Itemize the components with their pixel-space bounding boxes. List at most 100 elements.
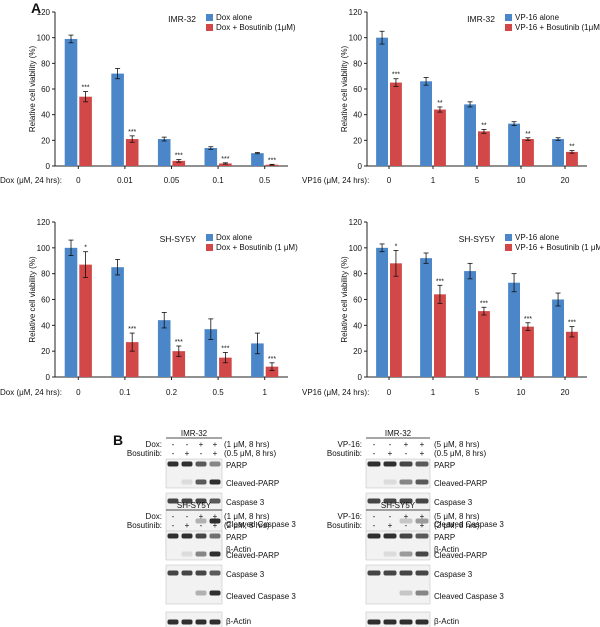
panel-label-a: A (31, 0, 41, 16)
bar (508, 123, 520, 166)
blot-band (415, 461, 429, 467)
blot-band (399, 518, 413, 524)
y-tick-label: 120 (349, 8, 363, 17)
bar (552, 139, 564, 166)
x-tick-label: 20 (561, 388, 570, 397)
band-label: β-Actin (226, 617, 251, 626)
bar-chart-1: 0 20 40 60 80 100 120 Relative cell viability (… (0, 8, 296, 185)
blot-band (209, 498, 221, 504)
bosutinib-label: Bosutinib: (127, 521, 162, 530)
y-tick-label: 120 (37, 218, 51, 227)
drug-mark: - (186, 512, 189, 521)
blot-band (195, 551, 207, 557)
legend-label: Dox alone (216, 233, 253, 242)
significance-label: *** (480, 300, 488, 307)
blot-band (399, 498, 413, 504)
significance-label: *** (128, 129, 136, 136)
y-tick-label: 20 (353, 136, 362, 145)
bar (478, 131, 490, 166)
legend-swatch (206, 14, 213, 21)
blot-band (209, 479, 221, 485)
drug-mark: + (404, 440, 409, 449)
blot-band (367, 461, 381, 467)
bar (251, 153, 264, 166)
blot-band (195, 570, 207, 576)
band-label: Caspase 3 (226, 498, 265, 507)
blot-band (399, 461, 413, 467)
legend-label: Dox + Bosutinib (1 μM) (216, 243, 298, 252)
drug-mark: + (199, 512, 204, 521)
bosutinib-mark: + (388, 449, 393, 458)
band-label: PARP (434, 461, 455, 470)
bosutinib-mark: + (213, 521, 218, 530)
blot-band (209, 518, 221, 524)
blot-band (167, 461, 179, 467)
blot-band (195, 518, 207, 524)
x-tick-label: 0 (76, 176, 81, 185)
drug-label: Dox: (146, 440, 162, 449)
significance-label: *** (392, 72, 400, 79)
bar (172, 351, 186, 377)
y-axis-label: Relative cell viability (%) (340, 46, 349, 133)
blot-band (367, 619, 381, 625)
bosutinib-mark: - (172, 449, 175, 458)
x-tick-label: 0 (387, 176, 392, 185)
bar (172, 160, 186, 166)
band-label: Cleaved-PARP (226, 479, 279, 488)
x-tick-label: 0.01 (117, 176, 133, 185)
y-tick-label: 60 (353, 296, 362, 305)
bar (111, 73, 124, 166)
x-tick-label: 1 (262, 388, 267, 397)
drug-label: VP-16: (338, 512, 362, 521)
bosutinib-mark: - (373, 449, 376, 458)
band-label: Cleaved-PARP (434, 551, 487, 560)
legend-swatch (505, 234, 512, 241)
blot-band (181, 619, 193, 625)
band-label: PARP (434, 533, 455, 542)
bosutinib-mark: + (185, 521, 190, 530)
bar (64, 38, 78, 167)
bosutinib-mark: - (200, 449, 203, 458)
blot-band (383, 551, 397, 557)
band-label: Caspase 3 (226, 570, 265, 579)
drug-mark: - (373, 440, 376, 449)
blot-band (415, 551, 429, 557)
blot-band (209, 461, 221, 467)
chart-title: IMR-32 (168, 14, 196, 24)
band-label: β-Actin (226, 545, 251, 554)
band-label: Cleaved Caspase 3 (434, 592, 504, 601)
x-tick-label: 5 (475, 176, 480, 185)
bar (265, 366, 279, 377)
blot-cell-line: SH-SY5Y (177, 501, 212, 510)
bosutinib-mark: + (388, 521, 393, 530)
y-tick-label: 60 (41, 296, 50, 305)
legend-swatch (206, 244, 213, 251)
bar (64, 247, 78, 377)
legend-label: Dox alone (216, 13, 253, 22)
band-label: Cleaved-PARP (226, 551, 279, 560)
blot-band (399, 619, 413, 625)
x-tick-label: 5 (475, 388, 480, 397)
bar (390, 263, 402, 377)
bosutinib-mark: - (405, 521, 408, 530)
y-axis-label: Relative cell viability (%) (28, 256, 37, 343)
significance-label: ** (525, 131, 531, 138)
drug-mark: + (213, 512, 218, 521)
y-tick-label: 40 (353, 111, 362, 120)
significance-label: * (84, 245, 87, 252)
panel-label-b: B (113, 432, 123, 448)
x-tick-label: 0.2 (166, 388, 178, 397)
legend-label: VP-16 alone (515, 13, 560, 22)
blot-band (367, 533, 381, 539)
bosutinib-label: Bosutinib: (327, 449, 362, 458)
drug-mark: + (404, 512, 409, 521)
band-label: PARP (226, 533, 247, 542)
blot-band (167, 498, 179, 504)
blot-band (383, 619, 397, 625)
y-tick-label: 40 (41, 111, 50, 120)
blot-band (181, 533, 193, 539)
bosutinib-mark: + (185, 449, 190, 458)
bar (376, 247, 388, 377)
